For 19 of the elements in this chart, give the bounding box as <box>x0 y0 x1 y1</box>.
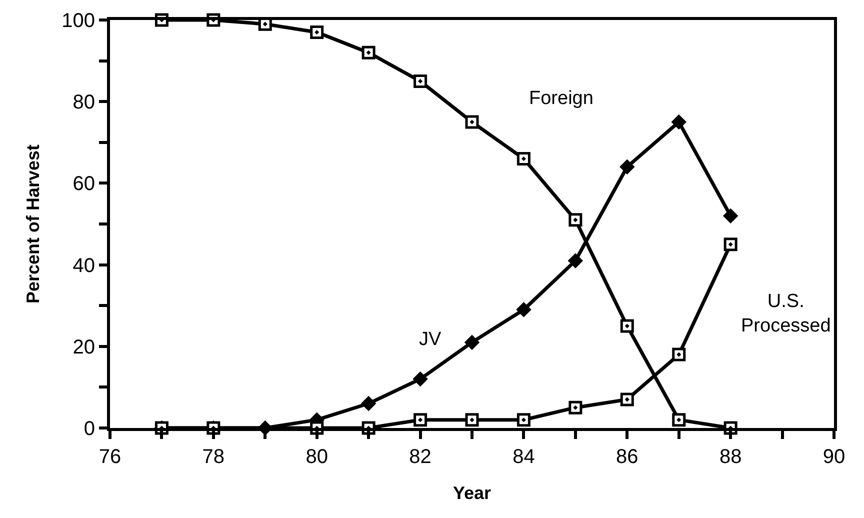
x-tick-label: 84 <box>512 446 535 468</box>
x-tick-label: 90 <box>822 446 846 468</box>
text: Foreign <box>529 88 594 109</box>
x-tick-label: 86 <box>616 446 638 468</box>
x-tick-label: 80 <box>306 446 328 468</box>
x-axis-title: Year <box>452 483 492 504</box>
x-tick-label: 82 <box>409 446 432 468</box>
x-tick-label: 76 <box>98 446 122 468</box>
y-tick-label: 0 <box>84 418 95 440</box>
x-tick-label: 78 <box>202 446 225 468</box>
y-tick-label: 20 <box>72 336 95 358</box>
y-tick-label: 40 <box>72 254 95 277</box>
y-tick-label: 100 <box>62 10 95 32</box>
x-tick-label: 88 <box>719 446 742 468</box>
y-tick-label: 80 <box>72 92 95 114</box>
series-label: JV <box>419 329 442 350</box>
y-axis-title: Percent of Harvest <box>22 144 43 304</box>
series-label: U.S. Processed <box>741 291 831 337</box>
y-tick-label: 60 <box>72 173 95 196</box>
